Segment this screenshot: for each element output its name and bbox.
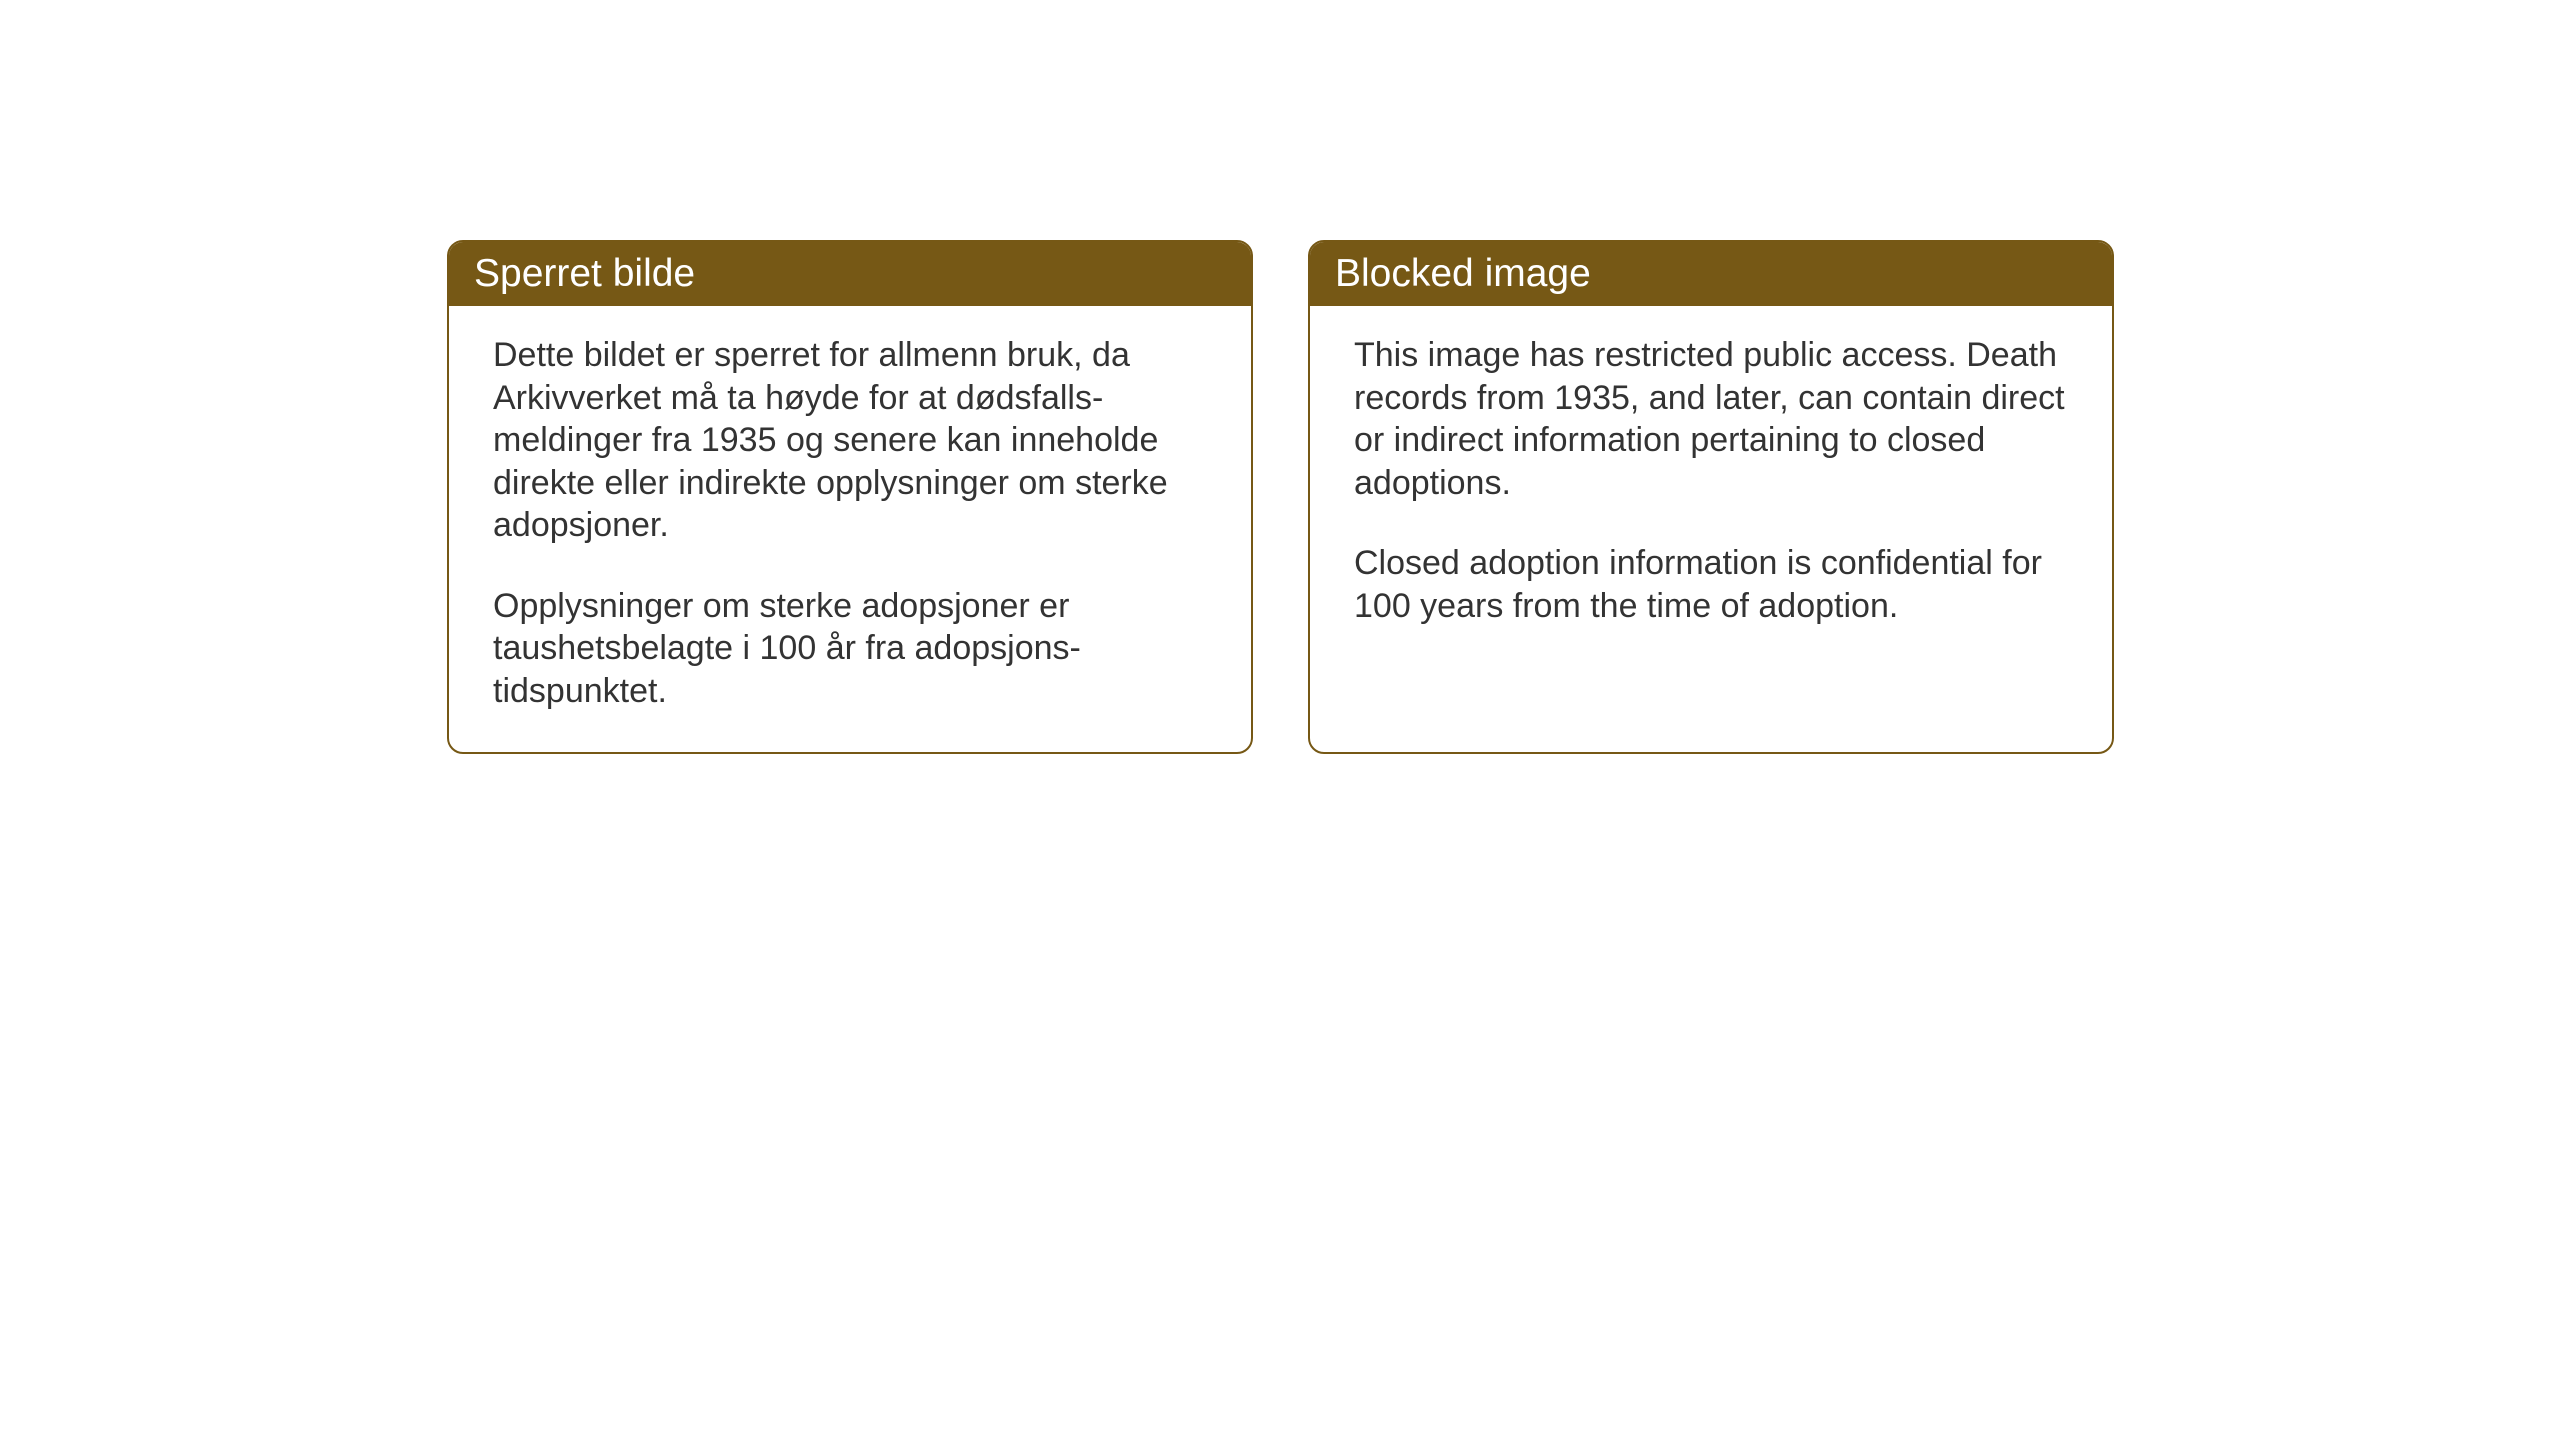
english-paragraph-2: Closed adoption information is confident…: [1354, 542, 2068, 627]
english-card: Blocked image This image has restricted …: [1308, 240, 2114, 754]
norwegian-card: Sperret bilde Dette bildet er sperret fo…: [447, 240, 1253, 754]
norwegian-paragraph-1: Dette bildet er sperret for allmenn bruk…: [493, 334, 1207, 547]
norwegian-paragraph-2: Opplysninger om sterke adopsjoner er tau…: [493, 585, 1207, 713]
english-card-title: Blocked image: [1335, 252, 2087, 296]
norwegian-card-body: Dette bildet er sperret for allmenn bruk…: [449, 306, 1251, 752]
norwegian-card-title: Sperret bilde: [474, 252, 1226, 296]
english-card-body: This image has restricted public access.…: [1310, 306, 2112, 736]
norwegian-card-header: Sperret bilde: [449, 242, 1251, 306]
english-card-header: Blocked image: [1310, 242, 2112, 306]
english-paragraph-1: This image has restricted public access.…: [1354, 334, 2068, 504]
notice-container: Sperret bilde Dette bildet er sperret fo…: [447, 240, 2114, 754]
